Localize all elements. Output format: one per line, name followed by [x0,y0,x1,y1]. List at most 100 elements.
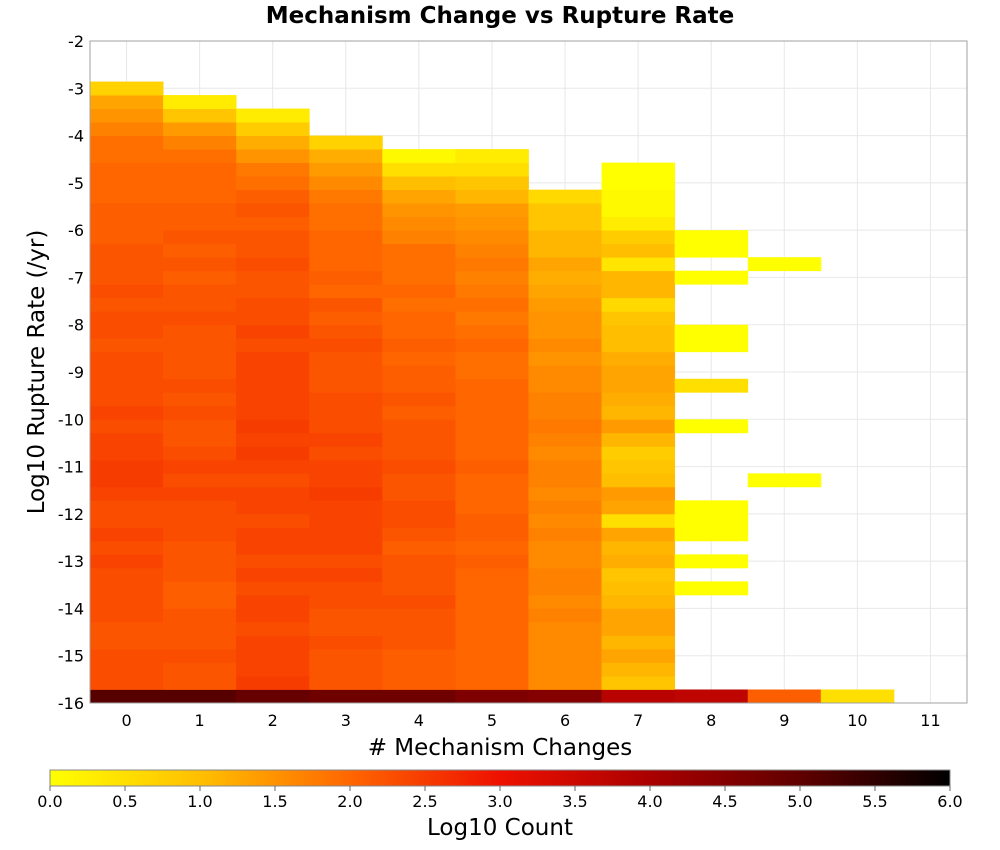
heatmap-cell [236,554,310,569]
y-axis-ticks: -2 -3 -4 -5 -6 -7 -8 -9 -10 -11 -12 -13 -14 -15 -16 [58,32,84,713]
heatmap-cell [674,270,749,285]
heatmap-cell [455,540,529,555]
heatmap-cell [528,689,602,704]
heatmap-cell [163,230,237,245]
heatmap-cell [90,203,164,218]
heatmap-cell [455,338,529,353]
heatmap-cell [309,203,383,218]
x-tick-label: 0 [121,711,131,730]
heatmap-cell [455,216,529,231]
y-tick-label: -9 [68,363,84,382]
heatmap-cell [455,473,529,488]
heatmap-cell [236,324,310,339]
heatmap-cell [236,527,310,542]
x-tick-label: 8 [706,711,716,730]
y-tick-label: -8 [68,316,84,335]
heatmap-cell [90,135,164,150]
heatmap-cell [455,689,529,704]
heatmap-cell [382,405,456,420]
heatmap-cell [601,176,676,191]
heatmap-cell [455,284,529,299]
heatmap-cell [309,675,383,690]
heatmap-cell [455,392,529,407]
heatmap-cell [90,189,164,204]
heatmap-cell [90,608,164,623]
heatmap-cell [163,243,237,258]
heatmap-cell [382,338,456,353]
heatmap-cell [601,432,676,447]
x-tick-label: 3 [341,711,351,730]
heatmap-cell [309,621,383,636]
heatmap-cell [674,338,749,353]
x-tick-label: 1 [195,711,205,730]
heatmap-cell [309,662,383,677]
colorbar [49,769,951,787]
heatmap-cell [90,675,164,690]
heatmap-cell [236,230,310,245]
heatmap-cell [90,635,164,650]
heatmap-cell [163,513,237,528]
heatmap-cell [309,635,383,650]
heatmap-cell [236,257,310,272]
heatmap-cell [528,594,602,609]
heatmap-cell [382,216,456,231]
y-tick-label: -16 [58,694,84,713]
heatmap-cell [528,284,602,299]
heatmap-cell [163,594,237,609]
heatmap-cell [309,149,383,164]
heatmap-cell [163,324,237,339]
heatmap-cell [236,567,310,582]
heatmap-cell [382,311,456,326]
colorbar-tick-label: 3.0 [487,792,512,811]
heatmap-cell [90,108,164,123]
heatmap-cell [163,122,237,136]
y-axis-label: Log10 Rupture Rate (/yr) [24,230,50,515]
heatmap-cell [455,419,529,434]
heatmap-cell [528,189,602,204]
heatmap-cell [163,338,237,353]
heatmap-cell [309,257,383,272]
heatmap-cell [528,500,602,515]
heatmap-cell [528,257,602,272]
heatmap-cell [382,189,456,204]
heatmap-cell [601,689,676,704]
heatmap-cell [528,635,602,650]
heatmap-cell [382,324,456,339]
heatmap-cell [601,419,676,434]
heatmap-cell [90,432,164,447]
heatmap-cell [601,162,676,177]
heatmap-cell [236,284,310,299]
heatmap-cell [90,689,164,704]
heatmap-cell [528,540,602,555]
heatmap-cell [382,297,456,312]
heatmap-cell [382,284,456,299]
heatmap-cell [455,554,529,569]
heatmap-cell [163,635,237,650]
heatmap-cell [528,581,602,596]
heatmap-cell [455,257,529,272]
heatmap-cell [601,662,676,677]
heatmap-cell [601,230,676,245]
heatmap-cell [236,621,310,636]
heatmap-cell [382,621,456,636]
heatmap-cell [236,473,310,488]
heatmap-cell [90,392,164,407]
heatmap-cell [309,243,383,258]
colorbar-tick-label: 1.5 [262,792,287,811]
heatmap-cell [163,405,237,420]
heatmap-cell [236,108,310,123]
heatmap-cell [309,176,383,191]
heatmap-cell [163,459,237,474]
heatmap-cell [601,648,676,663]
heatmap-cell [382,473,456,488]
x-tick-label: 10 [847,711,867,730]
heatmap-cell [163,486,237,501]
colorbar-tick-label: 2.0 [337,792,362,811]
heatmap-cell [455,581,529,596]
x-tick-label: 2 [268,711,278,730]
heatmap-cell [90,365,164,380]
heatmap-cell [455,500,529,515]
heatmap-cell [309,419,383,434]
heatmap-cell [382,675,456,690]
heatmap-cell [309,554,383,569]
